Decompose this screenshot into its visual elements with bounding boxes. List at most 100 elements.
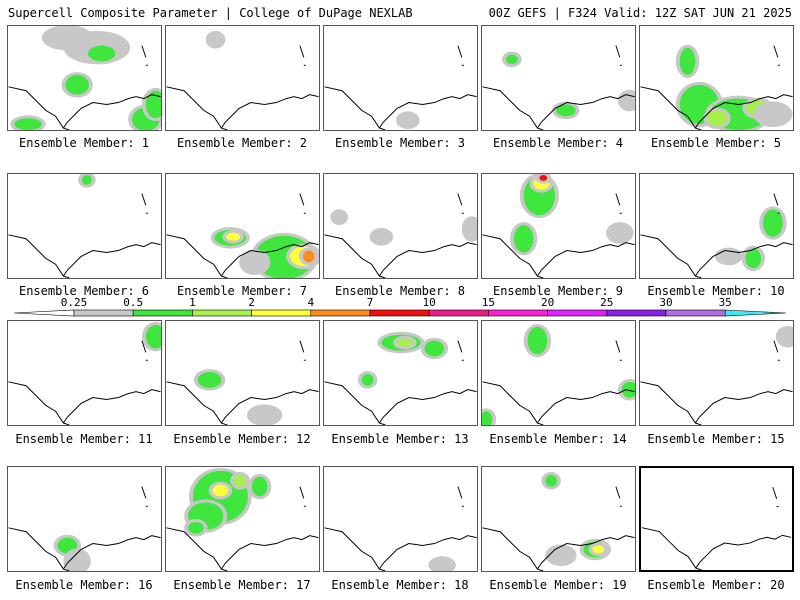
scp-shading — [87, 45, 116, 62]
member-map-17[interactable] — [165, 466, 320, 572]
header-valid-time: 00Z GEFS | F324 Valid: 12Z SAT JUN 21 20… — [488, 6, 792, 20]
member-map-10[interactable] — [639, 173, 794, 279]
member-map-plot-3 — [324, 45, 477, 130]
member-map-8[interactable] — [323, 173, 478, 279]
member-map-12[interactable] — [165, 320, 320, 426]
member-label-2: Ensemble Member: 2 — [176, 136, 308, 150]
coastline — [8, 86, 161, 130]
member-label-4: Ensemble Member: 4 — [492, 136, 624, 150]
member-map-2[interactable] — [165, 25, 320, 131]
coastline — [299, 45, 306, 66]
coastline — [324, 86, 477, 130]
scp-shading — [209, 33, 222, 46]
colorbar-tick-label: 2 — [248, 296, 255, 309]
member-map-plot-12 — [166, 340, 319, 425]
member-map-18[interactable] — [323, 466, 478, 572]
member-map-5[interactable] — [639, 25, 794, 131]
scp-shading — [465, 219, 477, 239]
colorbar-segment — [310, 309, 371, 317]
member-label-5: Ensemble Member: 5 — [650, 136, 782, 150]
member-label-19: Ensemble Member: 19 — [489, 578, 627, 592]
scp-shading — [527, 326, 548, 355]
coastline — [166, 381, 319, 425]
colorbar-tick-label: 25 — [600, 296, 613, 309]
colorbar-segment — [547, 309, 608, 317]
scp-shading — [779, 328, 793, 345]
member-map-plot-4 — [482, 45, 635, 130]
member-label-12: Ensemble Member: 12 — [173, 432, 311, 446]
scp-shading — [334, 212, 345, 223]
colorbar-tick-label: 35 — [719, 296, 732, 309]
colorbar-segment — [428, 309, 489, 317]
colorbar-segment — [132, 309, 193, 317]
member-label-9: Ensemble Member: 9 — [492, 284, 624, 298]
member-map-4[interactable] — [481, 25, 636, 131]
scp-shading — [621, 381, 635, 398]
member-map-13[interactable] — [323, 320, 478, 426]
coastline — [299, 340, 306, 361]
coastline — [299, 486, 306, 507]
scp-shading — [539, 174, 548, 181]
coastline — [457, 45, 464, 66]
member-map-14[interactable] — [481, 320, 636, 426]
scp-shading — [592, 545, 605, 554]
member-label-20: Ensemble Member: 20 — [647, 578, 785, 592]
coastline — [324, 234, 477, 278]
coastline — [772, 487, 779, 507]
member-map-11[interactable] — [7, 320, 162, 426]
coastline — [8, 527, 161, 571]
member-map-3[interactable] — [323, 25, 478, 131]
coastline — [166, 527, 319, 571]
scp-shading — [242, 252, 267, 273]
member-label-10: Ensemble Member: 10 — [647, 284, 785, 298]
colorbar-segment — [488, 309, 548, 317]
scp-shading — [610, 225, 630, 241]
coastline — [166, 234, 319, 278]
member-map-plot-18 — [324, 486, 477, 571]
scp-shading — [432, 559, 453, 571]
scp-shading — [145, 324, 161, 349]
member-map-15[interactable] — [639, 320, 794, 426]
scp-shading — [45, 27, 89, 48]
colorbar-tick-label: 15 — [482, 296, 495, 309]
member-map-plot-14 — [482, 323, 635, 425]
scp-shading — [763, 209, 783, 237]
member-map-plot-5 — [640, 44, 793, 130]
member-map-7[interactable] — [165, 173, 320, 279]
member-map-16[interactable] — [7, 466, 162, 572]
scp-shading — [549, 547, 573, 564]
member-label-8: Ensemble Member: 8 — [334, 284, 466, 298]
coastline — [773, 45, 780, 66]
member-map-plot-16 — [8, 486, 161, 571]
member-map-6[interactable] — [7, 173, 162, 279]
colorbar-segment — [73, 309, 134, 317]
member-map-plot-19 — [482, 471, 635, 571]
coastline — [640, 86, 793, 130]
member-map-plot-10 — [640, 193, 793, 278]
coastline — [482, 234, 635, 278]
scp-shading — [226, 232, 241, 241]
coastline — [324, 381, 477, 425]
coastline — [8, 381, 161, 425]
member-map-9[interactable] — [481, 173, 636, 279]
member-map-20[interactable] — [639, 466, 794, 572]
colorbar-segment — [724, 309, 787, 317]
scp-shading — [234, 474, 246, 487]
header-title: Supercell Composite Parameter | College … — [8, 6, 413, 20]
coastline — [324, 527, 477, 571]
member-map-plot-13 — [324, 331, 477, 425]
coastline — [773, 193, 780, 214]
scp-shading — [188, 521, 204, 534]
member-map-1[interactable] — [7, 25, 162, 131]
colorbar-tick-label: 0.25 — [61, 296, 88, 309]
coastline — [615, 486, 622, 507]
scp-shading — [745, 248, 762, 269]
scp-shading — [212, 484, 229, 497]
coastline — [299, 193, 306, 214]
coastline — [615, 340, 622, 361]
member-map-plot-15 — [640, 325, 793, 425]
scp-shading — [67, 551, 87, 571]
member-map-19[interactable] — [481, 466, 636, 572]
scp-shading — [373, 230, 390, 243]
colorbar-tick-label: 4 — [307, 296, 314, 309]
